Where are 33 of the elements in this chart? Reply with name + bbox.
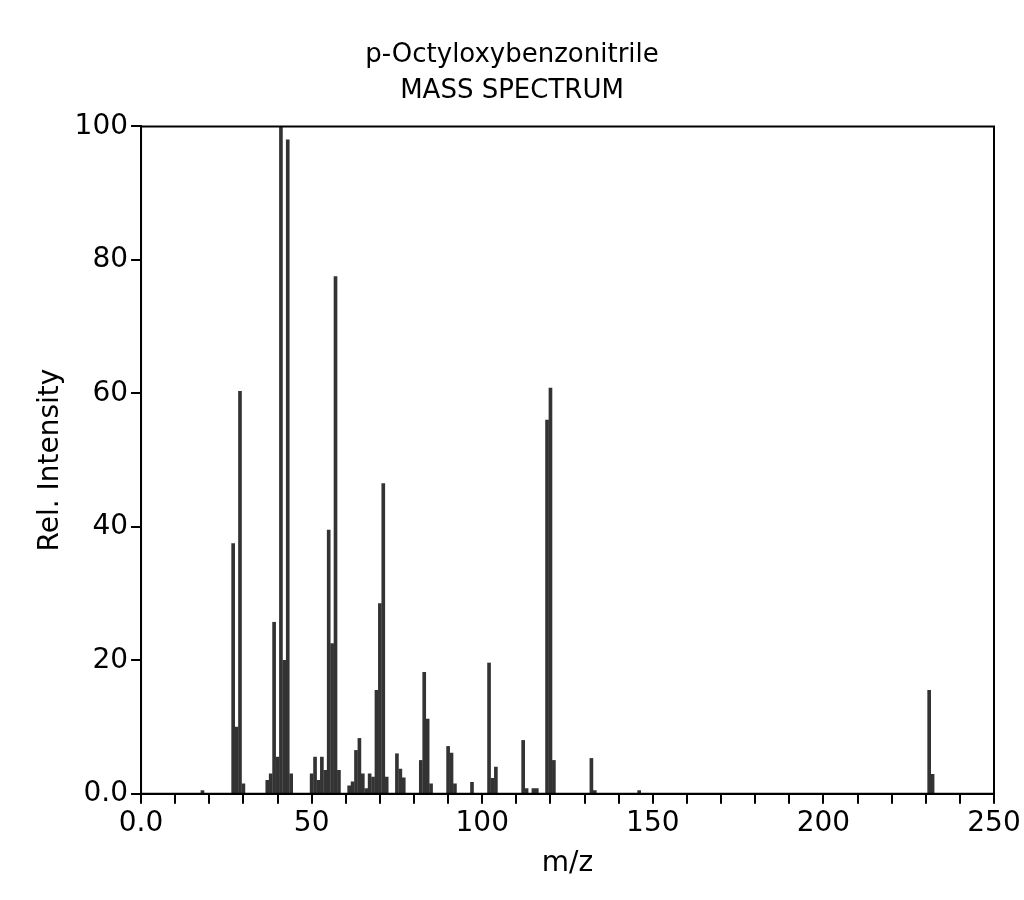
- x-tick-label: 250: [967, 804, 1021, 838]
- bar: [272, 621, 276, 794]
- bar: [470, 782, 474, 794]
- bar: [231, 543, 235, 794]
- y-tick-label: 100: [74, 107, 129, 141]
- bar: [637, 790, 641, 794]
- chart-subtitle: MASS SPECTRUM: [400, 73, 624, 104]
- bar: [320, 756, 324, 794]
- bar: [487, 662, 491, 794]
- bar: [521, 740, 525, 794]
- bar: [347, 785, 351, 794]
- y-axis-title: Rel. Intensity: [32, 368, 66, 552]
- bar: [279, 126, 283, 794]
- bar: [326, 529, 331, 794]
- y-tick-label: 80: [92, 241, 129, 275]
- y-tick-label: 20: [92, 641, 129, 675]
- x-tick-label: 50: [293, 804, 330, 838]
- bar: [238, 391, 242, 794]
- bar: [313, 756, 317, 794]
- chart-title: p-Octyloxybenzonitrile: [365, 38, 659, 69]
- bar: [422, 672, 427, 794]
- x-tick-label: 200: [796, 804, 851, 838]
- bar: [285, 139, 290, 794]
- bar: [395, 753, 399, 794]
- y-tick-label: 60: [92, 374, 129, 408]
- bar: [494, 766, 498, 794]
- bar: [927, 690, 932, 794]
- y-tick-label: 40: [92, 508, 129, 542]
- x-axis-title: m/z: [541, 845, 594, 879]
- x-tick-label: 100: [455, 804, 509, 838]
- x-tick-label: 150: [626, 804, 680, 838]
- bar: [381, 483, 386, 794]
- bar: [446, 746, 450, 794]
